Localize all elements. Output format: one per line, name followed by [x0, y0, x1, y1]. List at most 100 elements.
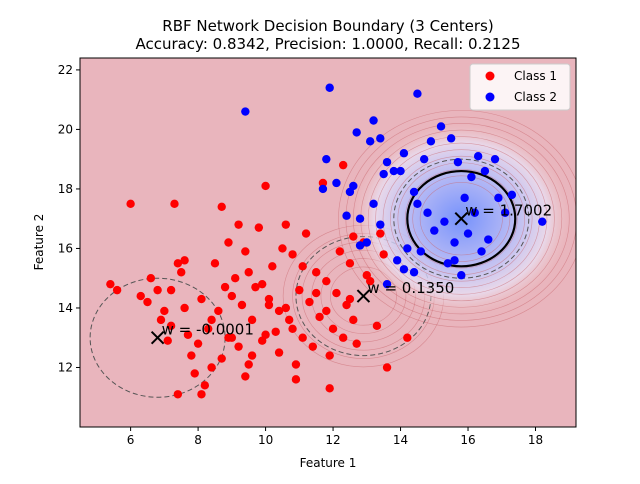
y-tick-label-1: 14 — [58, 301, 73, 315]
class1-point-72 — [207, 315, 216, 325]
class1-point-50 — [311, 268, 321, 277]
class1-point-38 — [271, 327, 280, 336]
class1-point-9 — [166, 285, 176, 295]
legend-marker-class2 — [485, 92, 495, 102]
class1-point-86 — [173, 390, 183, 399]
class2-point-21 — [426, 137, 436, 146]
class2-point-38 — [494, 193, 503, 203]
class2-point-45 — [409, 268, 419, 277]
class1-point-52 — [318, 178, 328, 188]
class1-point-61 — [349, 315, 358, 325]
class1-point-3 — [136, 291, 145, 301]
class1-point-0 — [106, 279, 115, 289]
class1-point-5 — [146, 274, 156, 283]
class2-point-24 — [453, 157, 463, 167]
class2-point-32 — [440, 217, 449, 226]
class2-point-48 — [450, 256, 459, 265]
class2-point-13 — [376, 134, 385, 143]
class1-point-29 — [241, 247, 250, 256]
contour-ring-2-7 — [375, 142, 548, 295]
class1-point-78 — [224, 333, 233, 342]
contour-ring-1-1 — [330, 266, 397, 326]
class1-point-41 — [281, 303, 291, 313]
class1-point-97 — [261, 330, 270, 339]
class2-point-50 — [362, 238, 372, 247]
class1-point-57 — [335, 247, 345, 256]
class1-point-43 — [288, 250, 297, 259]
class2-point-55 — [500, 208, 510, 217]
class1-point-56 — [332, 288, 341, 298]
class2-point-30 — [423, 208, 432, 217]
class1-point-37 — [268, 262, 277, 271]
class2-point-17 — [396, 166, 405, 176]
class1-point-91 — [345, 294, 355, 304]
x-tick-label-4: 14 — [393, 433, 408, 447]
contour-ring-2-12 — [338, 110, 576, 328]
class1-point-32 — [251, 282, 260, 292]
class1-point-16 — [193, 339, 203, 348]
class2-point-42 — [399, 265, 409, 274]
class1-point-79 — [180, 256, 189, 265]
contour-ring-2-8 — [367, 136, 555, 302]
class1-point-1 — [112, 285, 122, 295]
class1-point-35 — [261, 181, 270, 191]
class2-point-9 — [342, 211, 351, 220]
class2-points — [241, 83, 547, 289]
class2-point-18 — [399, 149, 409, 158]
class2-point-6 — [318, 184, 328, 194]
class1-point-4 — [143, 297, 152, 307]
class2-point-51 — [355, 241, 365, 250]
center-weight-label-2: w = 1.7002 — [465, 202, 552, 220]
class1-point-2 — [126, 199, 135, 209]
class1-point-83 — [281, 220, 291, 229]
class1-point-74 — [311, 288, 321, 298]
contour-ring-2-10 — [353, 123, 570, 315]
class1-point-65 — [372, 321, 382, 331]
class1-point-45 — [295, 285, 304, 295]
class1-point-18 — [200, 381, 210, 390]
class1-point-99 — [207, 363, 216, 372]
class2-point-10 — [349, 181, 358, 191]
legend: Class 1 Class 2 — [469, 63, 571, 111]
class1-point-75 — [322, 306, 331, 316]
class1-point-8 — [166, 321, 176, 331]
class1-point-67 — [382, 363, 392, 372]
class2-point-46 — [413, 199, 422, 209]
class1-point-71 — [244, 268, 253, 277]
class2-point-44 — [382, 279, 392, 289]
class1-point-21 — [214, 306, 223, 316]
class2-point-22 — [436, 122, 446, 131]
class2-point-29 — [490, 154, 500, 164]
class1-point-46 — [298, 333, 307, 342]
class2-point-1 — [325, 83, 334, 92]
contour-ring-2-3 — [404, 168, 518, 269]
class1-point-92 — [362, 271, 372, 280]
class1-point-96 — [264, 300, 274, 310]
class2-point-25 — [460, 193, 469, 203]
class2-point-52 — [416, 247, 425, 256]
class1-point-95 — [163, 336, 172, 345]
class1-point-84 — [298, 262, 307, 271]
y-tick-label-3: 18 — [58, 182, 73, 196]
center-marker-0 — [150, 331, 165, 345]
center-weight-label-1: w = 0.1350 — [367, 279, 454, 297]
class1-point-76 — [258, 279, 267, 289]
class1-point-93 — [376, 229, 385, 238]
class2-point-19 — [409, 187, 419, 197]
class1-point-36 — [264, 294, 274, 304]
legend-label-class1: Class 1 — [514, 69, 557, 83]
class1-point-55 — [328, 324, 338, 333]
contour-ring-2-2 — [412, 175, 511, 262]
decision-boundary — [406, 169, 517, 268]
class2-point-36 — [470, 208, 479, 217]
y-axis-label: Feature 2 — [32, 214, 46, 271]
class2-point-39 — [507, 190, 517, 200]
class2-point-15 — [382, 157, 392, 167]
class1-point-82 — [234, 220, 243, 229]
contour-ring-2-5 — [390, 155, 533, 282]
class1-point-11 — [177, 268, 186, 277]
class2-point-27 — [473, 152, 483, 161]
class1-point-44 — [291, 360, 301, 369]
class2-point-11 — [355, 214, 365, 223]
